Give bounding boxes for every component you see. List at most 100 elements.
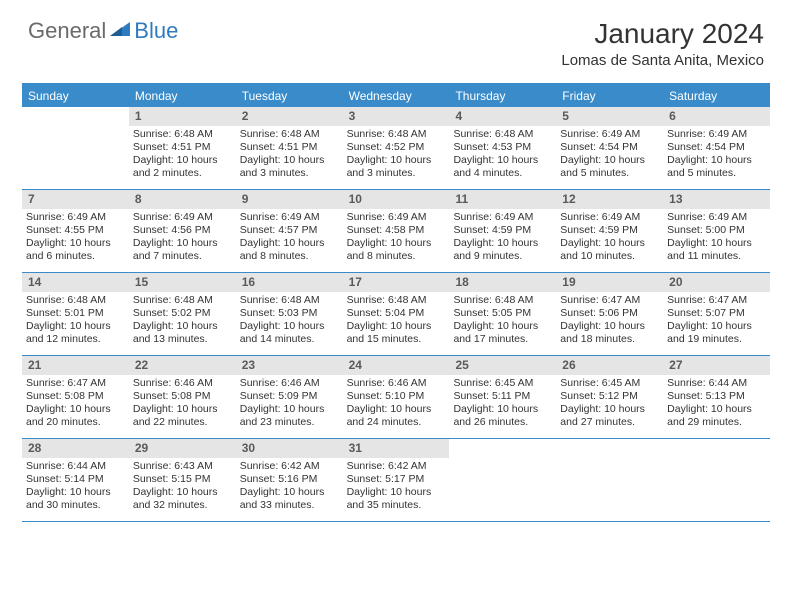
- day-number: 26: [556, 356, 663, 375]
- day-header: Sunday: [22, 85, 129, 107]
- sunrise-text: Sunrise: 6:47 AM: [667, 294, 766, 307]
- sunrise-text: Sunrise: 6:48 AM: [133, 294, 232, 307]
- daylight-text: Daylight: 10 hours: [347, 237, 446, 250]
- daylight-text: and 7 minutes.: [133, 250, 232, 263]
- daylight-text: Daylight: 10 hours: [560, 154, 659, 167]
- daylight-text: Daylight: 10 hours: [26, 486, 125, 499]
- sunrise-text: Sunrise: 6:48 AM: [133, 128, 232, 141]
- week-row: 21Sunrise: 6:47 AMSunset: 5:08 PMDayligh…: [22, 356, 770, 439]
- sunrise-text: Sunrise: 6:49 AM: [133, 211, 232, 224]
- day-number: 13: [663, 190, 770, 209]
- day-number: 7: [22, 190, 129, 209]
- day-number: 11: [449, 190, 556, 209]
- day-cell: 7Sunrise: 6:49 AMSunset: 4:55 PMDaylight…: [22, 190, 129, 272]
- day-number: 1: [129, 107, 236, 126]
- daylight-text: Daylight: 10 hours: [26, 320, 125, 333]
- header: General Blue January 2024 Lomas de Santa…: [0, 0, 792, 75]
- day-number: 17: [343, 273, 450, 292]
- sunset-text: Sunset: 4:54 PM: [560, 141, 659, 154]
- daylight-text: and 27 minutes.: [560, 416, 659, 429]
- day-number: 8: [129, 190, 236, 209]
- daylight-text: Daylight: 10 hours: [560, 403, 659, 416]
- daylight-text: Daylight: 10 hours: [667, 320, 766, 333]
- sunrise-text: Sunrise: 6:49 AM: [667, 128, 766, 141]
- sunrise-text: Sunrise: 6:48 AM: [347, 128, 446, 141]
- day-number: 29: [129, 439, 236, 458]
- day-header-row: SundayMondayTuesdayWednesdayThursdayFrid…: [22, 85, 770, 107]
- daylight-text: Daylight: 10 hours: [667, 403, 766, 416]
- day-header: Monday: [129, 85, 236, 107]
- day-number: 24: [343, 356, 450, 375]
- daylight-text: and 35 minutes.: [347, 499, 446, 512]
- sunset-text: Sunset: 4:59 PM: [560, 224, 659, 237]
- day-cell: 30Sunrise: 6:42 AMSunset: 5:16 PMDayligh…: [236, 439, 343, 521]
- daylight-text: Daylight: 10 hours: [560, 237, 659, 250]
- day-cell: 9Sunrise: 6:49 AMSunset: 4:57 PMDaylight…: [236, 190, 343, 272]
- day-number: 5: [556, 107, 663, 126]
- sunrise-text: Sunrise: 6:43 AM: [133, 460, 232, 473]
- logo-triangle-icon: [110, 20, 132, 43]
- daylight-text: and 5 minutes.: [560, 167, 659, 180]
- sunrise-text: Sunrise: 6:49 AM: [667, 211, 766, 224]
- sunrise-text: Sunrise: 6:44 AM: [667, 377, 766, 390]
- day-cell: 13Sunrise: 6:49 AMSunset: 5:00 PMDayligh…: [663, 190, 770, 272]
- day-number: 31: [343, 439, 450, 458]
- sunset-text: Sunset: 5:16 PM: [240, 473, 339, 486]
- daylight-text: and 4 minutes.: [453, 167, 552, 180]
- day-cell: 4Sunrise: 6:48 AMSunset: 4:53 PMDaylight…: [449, 107, 556, 189]
- day-header: Tuesday: [236, 85, 343, 107]
- daylight-text: and 12 minutes.: [26, 333, 125, 346]
- week-row: 7Sunrise: 6:49 AMSunset: 4:55 PMDaylight…: [22, 190, 770, 273]
- day-number: 23: [236, 356, 343, 375]
- daylight-text: Daylight: 10 hours: [133, 320, 232, 333]
- day-number: 19: [556, 273, 663, 292]
- weeks-container: 1Sunrise: 6:48 AMSunset: 4:51 PMDaylight…: [22, 107, 770, 522]
- sunset-text: Sunset: 4:52 PM: [347, 141, 446, 154]
- daylight-text: and 23 minutes.: [240, 416, 339, 429]
- daylight-text: Daylight: 10 hours: [453, 154, 552, 167]
- sunrise-text: Sunrise: 6:48 AM: [240, 294, 339, 307]
- sunrise-text: Sunrise: 6:49 AM: [347, 211, 446, 224]
- sunrise-text: Sunrise: 6:46 AM: [133, 377, 232, 390]
- daylight-text: and 33 minutes.: [240, 499, 339, 512]
- week-row: 1Sunrise: 6:48 AMSunset: 4:51 PMDaylight…: [22, 107, 770, 190]
- day-number: 22: [129, 356, 236, 375]
- sunrise-text: Sunrise: 6:48 AM: [240, 128, 339, 141]
- day-cell: 6Sunrise: 6:49 AMSunset: 4:54 PMDaylight…: [663, 107, 770, 189]
- daylight-text: and 11 minutes.: [667, 250, 766, 263]
- day-number: 4: [449, 107, 556, 126]
- day-cell: 2Sunrise: 6:48 AMSunset: 4:51 PMDaylight…: [236, 107, 343, 189]
- sunrise-text: Sunrise: 6:45 AM: [560, 377, 659, 390]
- sunrise-text: Sunrise: 6:49 AM: [26, 211, 125, 224]
- sunrise-text: Sunrise: 6:42 AM: [347, 460, 446, 473]
- sunrise-text: Sunrise: 6:47 AM: [26, 377, 125, 390]
- daylight-text: Daylight: 10 hours: [667, 237, 766, 250]
- day-cell: 12Sunrise: 6:49 AMSunset: 4:59 PMDayligh…: [556, 190, 663, 272]
- location-label: Lomas de Santa Anita, Mexico: [561, 52, 764, 69]
- daylight-text: Daylight: 10 hours: [133, 154, 232, 167]
- daylight-text: Daylight: 10 hours: [560, 320, 659, 333]
- title-block: January 2024 Lomas de Santa Anita, Mexic…: [561, 18, 764, 69]
- sunrise-text: Sunrise: 6:49 AM: [560, 128, 659, 141]
- sunset-text: Sunset: 5:03 PM: [240, 307, 339, 320]
- sunrise-text: Sunrise: 6:46 AM: [240, 377, 339, 390]
- day-number: 18: [449, 273, 556, 292]
- daylight-text: and 14 minutes.: [240, 333, 339, 346]
- daylight-text: and 19 minutes.: [667, 333, 766, 346]
- daylight-text: and 8 minutes.: [347, 250, 446, 263]
- sunset-text: Sunset: 4:56 PM: [133, 224, 232, 237]
- sunset-text: Sunset: 4:51 PM: [240, 141, 339, 154]
- daylight-text: and 30 minutes.: [26, 499, 125, 512]
- sunrise-text: Sunrise: 6:47 AM: [560, 294, 659, 307]
- day-cell: [22, 107, 129, 189]
- day-cell: 3Sunrise: 6:48 AMSunset: 4:52 PMDaylight…: [343, 107, 450, 189]
- day-cell: 21Sunrise: 6:47 AMSunset: 5:08 PMDayligh…: [22, 356, 129, 438]
- day-cell: 28Sunrise: 6:44 AMSunset: 5:14 PMDayligh…: [22, 439, 129, 521]
- sunset-text: Sunset: 4:55 PM: [26, 224, 125, 237]
- sunset-text: Sunset: 5:02 PM: [133, 307, 232, 320]
- daylight-text: and 26 minutes.: [453, 416, 552, 429]
- sunset-text: Sunset: 5:07 PM: [667, 307, 766, 320]
- sunrise-text: Sunrise: 6:46 AM: [347, 377, 446, 390]
- daylight-text: Daylight: 10 hours: [453, 403, 552, 416]
- sunset-text: Sunset: 5:15 PM: [133, 473, 232, 486]
